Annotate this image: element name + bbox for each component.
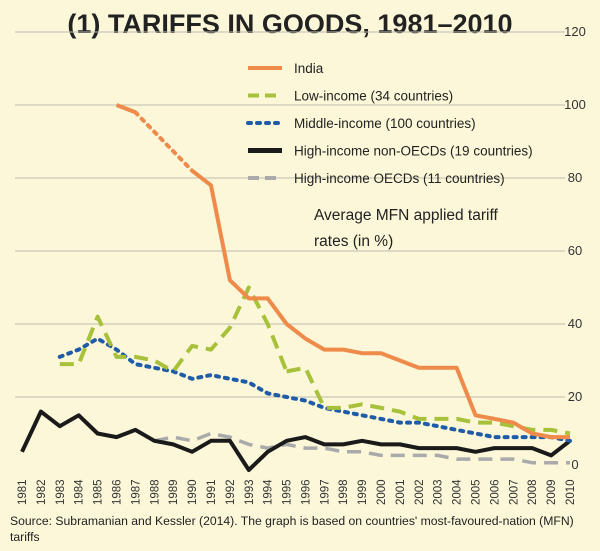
series-line-low-income (59, 285, 289, 374)
x-tick-label: 1983 (55, 479, 67, 505)
legend-label: Low-income (34 countries) (294, 89, 453, 104)
x-tick-label: 2001 (395, 479, 407, 505)
x-tick-label: 1984 (74, 479, 86, 505)
y-tick-label: 100 (564, 97, 586, 112)
x-tick-label: 2007 (508, 479, 520, 505)
annotation: Average MFN applied tariff rates (in %) (314, 207, 498, 250)
x-tick-label: 1998 (338, 479, 350, 505)
y-tick-label: 60 (568, 243, 582, 258)
x-tick-label: 2008 (527, 479, 539, 505)
x-tick-label: 1997 (319, 479, 331, 505)
x-tick-label: 2010 (565, 479, 577, 505)
x-tick-label: 2004 (452, 479, 464, 505)
annotation-line-1: Average MFN applied tariff (314, 207, 498, 224)
series-line-india (133, 110, 195, 173)
x-tick-label: 2002 (414, 479, 426, 505)
x-tick-label: 1985 (93, 479, 105, 505)
legend: India Low-income (34 countries) Middle-inc… (246, 61, 533, 186)
series-line-india (115, 103, 137, 115)
series-line-middle-income (57, 336, 572, 443)
y-tick-label: 80 (568, 170, 582, 185)
legend-label: Middle-income (100 countries) (294, 116, 476, 131)
x-tick-label: 1996 (300, 479, 312, 505)
x-tick-label: 1992 (225, 479, 237, 505)
x-tick-label: 1999 (357, 479, 369, 505)
annotation-line-2: rates (in %) (314, 233, 393, 250)
legend-label: High-income non-OECDs (19 countries) (294, 144, 533, 159)
y-tick-label: 0 (571, 457, 578, 472)
x-tick-label: 1988 (149, 479, 161, 505)
y-axis-ticks: 0 20 40 60 80 100 120 (564, 24, 586, 472)
source-note: Source: Subramanian and Kessler (2014). … (10, 514, 574, 544)
gridlines (15, 31, 565, 398)
series-line-high-income (20, 409, 572, 472)
x-tick-label: 1995 (282, 479, 294, 505)
x-tick-label: 1981 (17, 479, 29, 505)
x-tick-label: 1986 (111, 479, 123, 505)
x-tick-label: 2006 (489, 479, 501, 505)
x-tick-label: 2005 (471, 479, 483, 505)
y-tick-label: 20 (568, 389, 582, 404)
x-tick-label: 1990 (187, 479, 199, 505)
x-axis-ticks: 1981 1982 1983 1984 1985 1986 1987 1988 1989 1990… (17, 479, 577, 505)
series-lines (20, 103, 572, 472)
x-tick-label: 2009 (546, 479, 558, 505)
legend-label: High-income OECDs (11 countries) (294, 171, 505, 186)
series-line-high-income (153, 431, 570, 465)
x-tick-label: 1982 (36, 479, 48, 505)
y-tick-label: 40 (568, 316, 582, 331)
x-tick-label: 1994 (263, 479, 275, 505)
series-line-india (190, 169, 570, 440)
chart-title: (1) TARIFFS IN GOODS, 1981–2010 (67, 9, 512, 39)
x-tick-label: 1991 (206, 479, 218, 505)
x-tick-label: 2000 (376, 479, 388, 505)
x-tick-label: 2003 (433, 479, 445, 505)
x-tick-label: 1993 (244, 479, 256, 505)
y-tick-label: 120 (564, 24, 586, 39)
x-tick-label: 1987 (130, 479, 142, 505)
x-tick-label: 1989 (168, 479, 180, 505)
legend-label: India (294, 61, 324, 76)
